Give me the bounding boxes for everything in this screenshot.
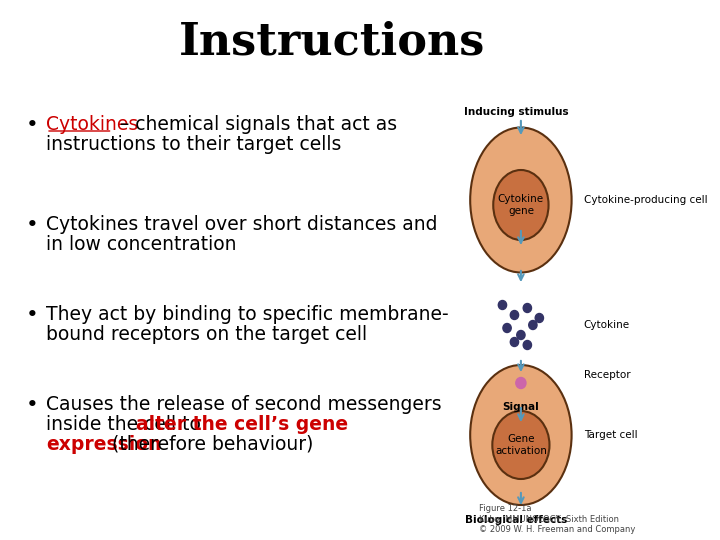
Text: Cytokine-producing cell: Cytokine-producing cell: [584, 195, 707, 205]
Circle shape: [516, 377, 526, 388]
Circle shape: [517, 330, 525, 340]
Circle shape: [510, 338, 518, 347]
Text: (therefore behaviour): (therefore behaviour): [106, 435, 313, 454]
Ellipse shape: [470, 365, 572, 505]
Text: Inducing stimulus: Inducing stimulus: [464, 107, 569, 117]
Text: •: •: [26, 305, 39, 325]
Text: Instructions: Instructions: [179, 21, 485, 64]
Circle shape: [523, 341, 531, 349]
Text: in low concentration: in low concentration: [46, 235, 237, 254]
Text: Receptor: Receptor: [584, 370, 630, 380]
Text: •: •: [26, 115, 39, 135]
Ellipse shape: [470, 127, 572, 273]
Text: Cytokines: Cytokines: [46, 115, 138, 134]
Circle shape: [498, 300, 507, 309]
Text: bound receptors on the target cell: bound receptors on the target cell: [46, 325, 367, 344]
Ellipse shape: [492, 411, 549, 479]
Circle shape: [528, 321, 537, 329]
Text: Cytokine
gene: Cytokine gene: [498, 194, 544, 216]
Text: Causes the release of second messengers: Causes the release of second messengers: [46, 395, 442, 414]
Circle shape: [535, 314, 544, 322]
Circle shape: [503, 323, 511, 333]
Text: Gene
activation: Gene activation: [495, 434, 546, 456]
Text: Cytokines travel over short distances and: Cytokines travel over short distances an…: [46, 215, 438, 234]
Ellipse shape: [493, 170, 549, 240]
Text: expression: expression: [46, 435, 161, 454]
Text: instructions to their target cells: instructions to their target cells: [46, 135, 341, 154]
Text: inside the cell to: inside the cell to: [46, 415, 207, 434]
Text: Cytokine: Cytokine: [584, 320, 630, 330]
Text: alter the cell’s gene: alter the cell’s gene: [135, 415, 348, 434]
Text: – chemical signals that act as: – chemical signals that act as: [114, 115, 397, 134]
Text: •: •: [26, 215, 39, 235]
Circle shape: [523, 303, 531, 313]
Text: •: •: [26, 395, 39, 415]
Text: Target cell: Target cell: [584, 430, 637, 440]
Circle shape: [510, 310, 518, 320]
Text: They act by binding to specific membrane-: They act by binding to specific membrane…: [46, 305, 449, 324]
Text: Signal: Signal: [503, 402, 539, 412]
Text: Figure 12-1a
Kuby IMMUNOLOGY, Sixth Edition
© 2009 W. H. Freeman and Company: Figure 12-1a Kuby IMMUNOLOGY, Sixth Edit…: [480, 504, 636, 534]
Text: Biological effects: Biological effects: [465, 515, 567, 525]
